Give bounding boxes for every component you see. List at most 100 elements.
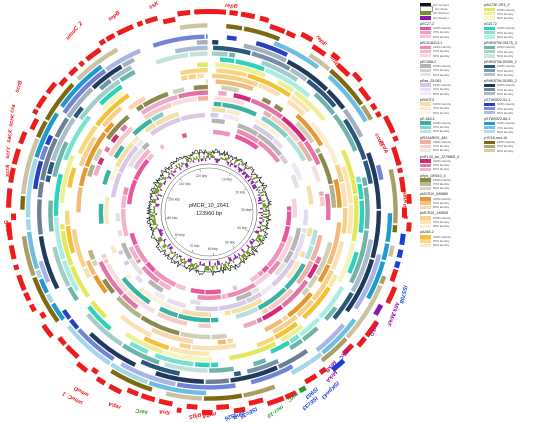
gc-skew-bar <box>192 160 195 163</box>
legend-label: 50% identity <box>433 205 450 210</box>
blast-hit-segment <box>283 250 294 264</box>
gc-skew-bar <box>262 203 266 205</box>
blast-hit-segment <box>227 282 256 298</box>
blast-hit-segment <box>180 331 211 340</box>
blast-hit-segment <box>91 64 123 90</box>
legend-item: 70% identity <box>420 87 482 91</box>
blast-hit-segment <box>78 136 97 167</box>
blast-hit-segment <box>277 235 294 263</box>
blast-hit-segment <box>222 102 257 117</box>
legend-swatch <box>420 3 431 8</box>
cds-arc <box>177 9 191 17</box>
blast-hit-segment <box>349 230 369 284</box>
legend-label: 100% identity <box>433 121 452 126</box>
blast-hit-segment <box>113 145 125 159</box>
gc-skew-bar <box>198 154 201 159</box>
cds-arc <box>105 33 116 42</box>
legend-label: 50% identity <box>433 224 450 229</box>
legend-item: GC Skew(+) <box>420 11 482 16</box>
gc-skew-bar <box>187 158 190 163</box>
legend-swatch <box>420 45 431 49</box>
gc-skew-bar <box>155 203 160 206</box>
gc-skew-bar <box>213 156 215 159</box>
gc-skew-bar <box>228 261 231 265</box>
blast-hit-segment <box>306 263 319 279</box>
blast-hit-segment <box>89 332 137 367</box>
legend-swatch <box>420 239 431 243</box>
legend-swatch <box>484 26 495 31</box>
cds-arc <box>201 409 213 416</box>
legend-group: pEl24ARGS_481 100% identity 70% identity 50… <box>420 136 482 153</box>
legend-item: 100% identity <box>420 102 482 106</box>
blast-hit-segment <box>110 362 149 385</box>
blast-hit-segment <box>105 263 129 293</box>
tick-label: 10 kbp <box>222 178 232 182</box>
blast-hit-segment <box>296 260 314 285</box>
legend-swatch <box>420 220 431 224</box>
blast-hit-segment <box>40 137 58 181</box>
cds-arc <box>16 274 27 292</box>
circular-plasmid-map: 10 kbp 20 kbp 30 kbp 40 kbp 50 kbp 60 kbp 70 k… <box>4 0 412 421</box>
gc-skew-bar <box>249 242 253 245</box>
blast-hit-segment <box>125 272 133 280</box>
blast-hit-segment <box>303 140 321 166</box>
blast-hit-segment <box>256 132 283 157</box>
blast-hit-segment <box>221 85 239 93</box>
blast-hit-segment <box>179 342 192 350</box>
blast-hit-segment <box>205 289 222 295</box>
gc-skew-bar <box>197 264 200 268</box>
tick-label: 30 kbp <box>241 208 251 212</box>
gc-skew-bar <box>159 182 163 185</box>
blast-hit-segment <box>339 182 348 207</box>
legend-group-title: pSTW0522-66-1 <box>484 116 511 121</box>
blast-hit-segment <box>346 204 353 234</box>
blast-hit-segment <box>235 306 259 319</box>
blast-hit-segment <box>34 112 59 158</box>
blast-hit-segment <box>110 65 133 82</box>
gc-skew-bar <box>259 222 262 225</box>
legend-label: 50% identity <box>433 110 450 115</box>
blast-hit-segment <box>70 265 90 298</box>
blast-hit-segment <box>129 258 144 276</box>
gc-skew-bar <box>180 258 184 263</box>
cds-arc <box>356 336 367 348</box>
blast-hit-segment <box>154 353 194 367</box>
gc-skew-bar <box>236 255 239 259</box>
gc-skew-bar <box>257 233 263 238</box>
blast-hit-segment <box>120 242 133 260</box>
gc-skew-bar <box>195 264 198 270</box>
blast-hit-segment <box>20 195 26 210</box>
inner-baseline <box>160 163 258 261</box>
legend-swatch <box>420 205 431 210</box>
blast-hit-segment <box>146 153 155 162</box>
blast-hit-segment <box>93 164 102 177</box>
legend-item: 50% identity <box>420 186 482 190</box>
gc-skew-bar <box>250 180 254 183</box>
legend-item: 70% identity <box>420 68 482 72</box>
gc-skew-bar <box>205 265 208 271</box>
gc-skew-bar <box>183 258 186 261</box>
blast-hit-segment <box>223 113 240 122</box>
cds-arc <box>140 393 156 403</box>
gc-skew-bar <box>214 158 217 161</box>
blast-hit-segment <box>32 276 60 323</box>
blast-hit-segment <box>135 139 145 148</box>
gc-skew-bar <box>152 227 158 231</box>
legend-swatch <box>484 68 495 73</box>
gc-skew-bar <box>242 166 248 171</box>
gc-skew-bar <box>240 254 245 260</box>
gc-skew-bar <box>257 193 261 197</box>
gc-skew-bar <box>262 213 268 216</box>
gc-content-track <box>146 148 272 277</box>
gc-skew-bar <box>232 258 235 261</box>
cds-arc <box>75 361 89 373</box>
cds-arc <box>398 176 406 193</box>
legend-swatch <box>484 30 495 35</box>
blast-hit-segment <box>313 92 336 116</box>
legend-item: 100% identity <box>484 121 546 125</box>
blast-hit-segment <box>69 318 80 330</box>
legend-item: 70% identity <box>420 182 482 186</box>
legend-group: pEas_25-081 100% identity 70% identity 50% … <box>420 79 482 96</box>
cds-arc <box>397 167 403 174</box>
gc-skew-bar <box>200 158 203 162</box>
